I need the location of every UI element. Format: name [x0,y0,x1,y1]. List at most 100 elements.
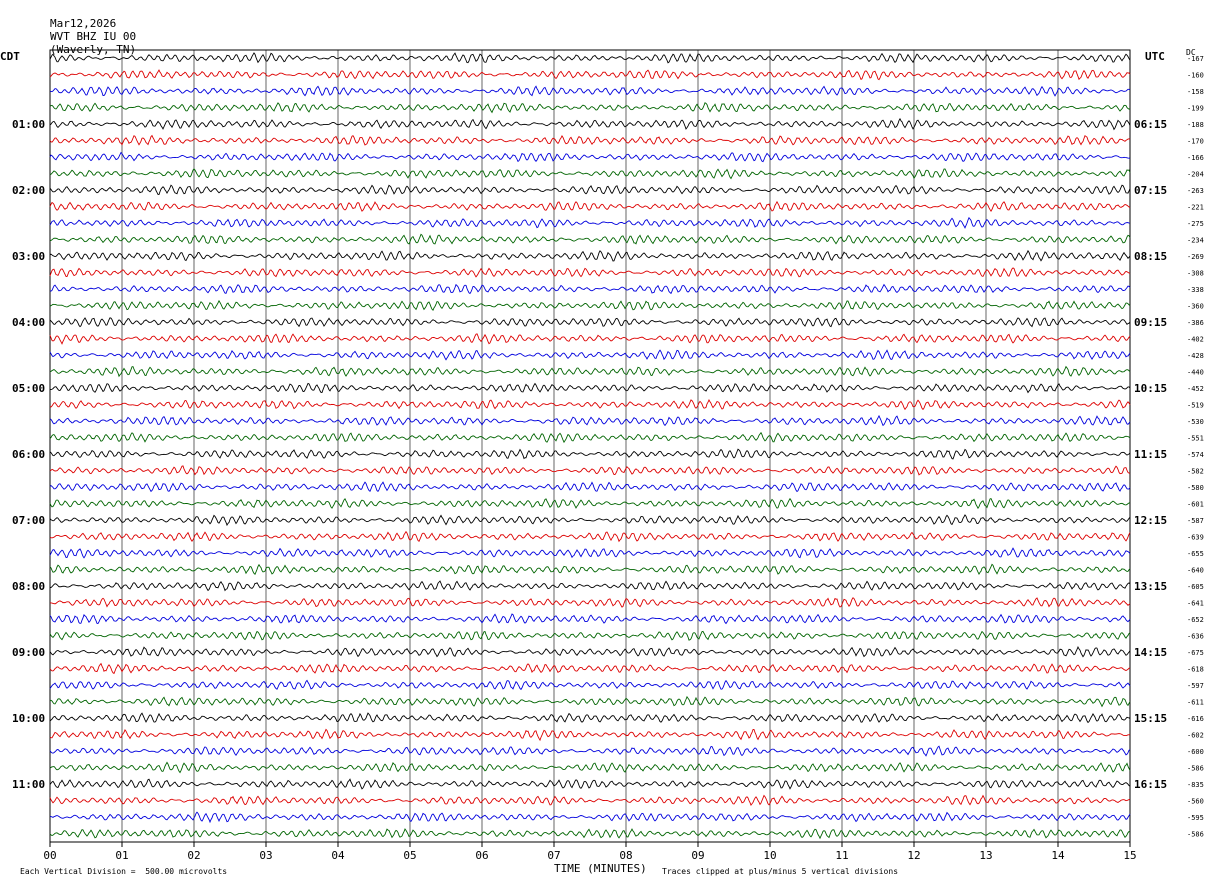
utc-hour-label: 13:15 [1134,580,1167,593]
dc-offset-label: -652 [1187,616,1204,624]
cdt-hour-label: 03:00 [12,250,45,263]
dc-offset-label: -428 [1187,352,1204,360]
trace-row [49,481,1131,493]
trace-row [49,514,1131,527]
x-tick-label: 02 [187,849,200,862]
trace-row [49,645,1131,658]
cdt-hour-label: 02:00 [12,184,45,197]
trace-row [49,399,1131,411]
dc-offset-label: -655 [1187,550,1204,558]
trace-row [49,679,1131,691]
cdt-hour-label: 05:00 [12,382,45,395]
dc-offset-label: -386 [1187,319,1204,327]
trace-row [49,448,1131,460]
trace-row [49,778,1131,790]
utc-hour-label: 07:15 [1134,184,1167,197]
x-tick-label: 11 [835,849,848,862]
trace-row [49,563,1131,576]
trace-row [49,597,1131,608]
x-tick-label: 10 [763,849,776,862]
trace-row [49,267,1131,278]
date-label: Mar12,2026 [50,17,117,30]
cdt-axis-title: CDT [0,50,20,63]
dc-offset-label: -616 [1187,715,1204,723]
dc-offset-label: -605 [1187,583,1204,591]
dc-offset-label: -234 [1187,237,1204,245]
cdt-hour-label: 07:00 [12,514,45,527]
x-tick-label: 03 [259,849,272,862]
dc-offset-label: -835 [1187,781,1204,789]
trace-row [49,317,1131,328]
trace-row [49,349,1131,361]
dc-offset-label: -199 [1187,105,1204,113]
dc-offset-label: -580 [1187,484,1204,492]
trace-row [49,811,1131,824]
trace-row [49,580,1131,592]
dc-offset-label: -675 [1187,649,1204,657]
trace-row [49,414,1131,427]
utc-hour-label: 10:15 [1134,382,1167,395]
trace-row [49,333,1131,345]
x-tick-label: 05 [403,849,416,862]
clip-note: Traces clipped at plus/minus 5 vertical … [662,867,899,876]
trace-row [49,134,1131,146]
dc-offset-label: -269 [1187,253,1204,261]
cdt-hour-label: 06:00 [12,448,45,461]
trace-row [49,630,1131,641]
utc-hour-label: 15:15 [1134,712,1167,725]
trace-row [49,249,1131,262]
trace-row [49,233,1131,245]
trace-row [49,117,1131,131]
trace-row [49,828,1131,840]
dc-offset-label: -160 [1187,72,1204,80]
dc-offset-label: -636 [1187,633,1204,641]
x-tick-label: 01 [115,849,128,862]
utc-hour-label: 11:15 [1134,448,1167,461]
dc-offset-label: -204 [1187,171,1204,179]
cdt-hour-label: 01:00 [12,118,45,131]
dc-offset-label: -158 [1187,88,1204,96]
trace-row [49,431,1131,444]
cdt-hour-label: 11:00 [12,778,45,791]
x-tick-label: 09 [691,849,704,862]
dc-offset-label: -597 [1187,682,1204,690]
trace-row [49,745,1131,757]
trace-row [49,299,1131,311]
utc-hour-label: 08:15 [1134,250,1167,263]
trace-row [49,102,1131,114]
dc-offset-label: -360 [1187,303,1204,311]
trace-row [49,168,1131,180]
utc-hour-label: 12:15 [1134,514,1167,527]
trace-row [49,728,1131,742]
dc-offset-label: -402 [1187,336,1204,344]
x-tick-label: 06 [475,849,488,862]
dc-offset-label: -601 [1187,501,1204,509]
x-tick-label: 04 [331,849,345,862]
utc-axis-title: UTC [1145,50,1165,63]
dc-offset-label: -519 [1187,402,1204,410]
dc-offset-label: -611 [1187,699,1204,707]
utc-hour-label: 16:15 [1134,778,1167,791]
x-axis-title: TIME (MINUTES) [554,862,647,875]
dc-offset-label: -587 [1187,517,1204,525]
trace-row [49,547,1131,559]
trace-row [49,52,1131,64]
dc-offset-label: -167 [1187,55,1204,63]
trace-row [49,761,1131,774]
dc-offset-label: -308 [1187,270,1204,278]
trace-row [49,530,1131,543]
scale-note: Each Vertical Division = 500.00 microvol… [20,867,228,876]
dc-offset-label: -166 [1187,154,1204,162]
trace-row [49,69,1131,81]
dc-offset-label: -338 [1187,286,1204,294]
dc-offset-label: -263 [1187,187,1204,195]
dc-offset-label: -551 [1187,435,1204,443]
trace-row [49,497,1131,510]
trace-row [49,382,1131,394]
trace-row [49,465,1131,476]
trace-row [49,712,1131,724]
dc-offset-label: -618 [1187,666,1204,674]
trace-row [49,216,1131,229]
dc-offset-label: -574 [1187,451,1204,459]
dc-offset-label: -586 [1187,831,1204,839]
